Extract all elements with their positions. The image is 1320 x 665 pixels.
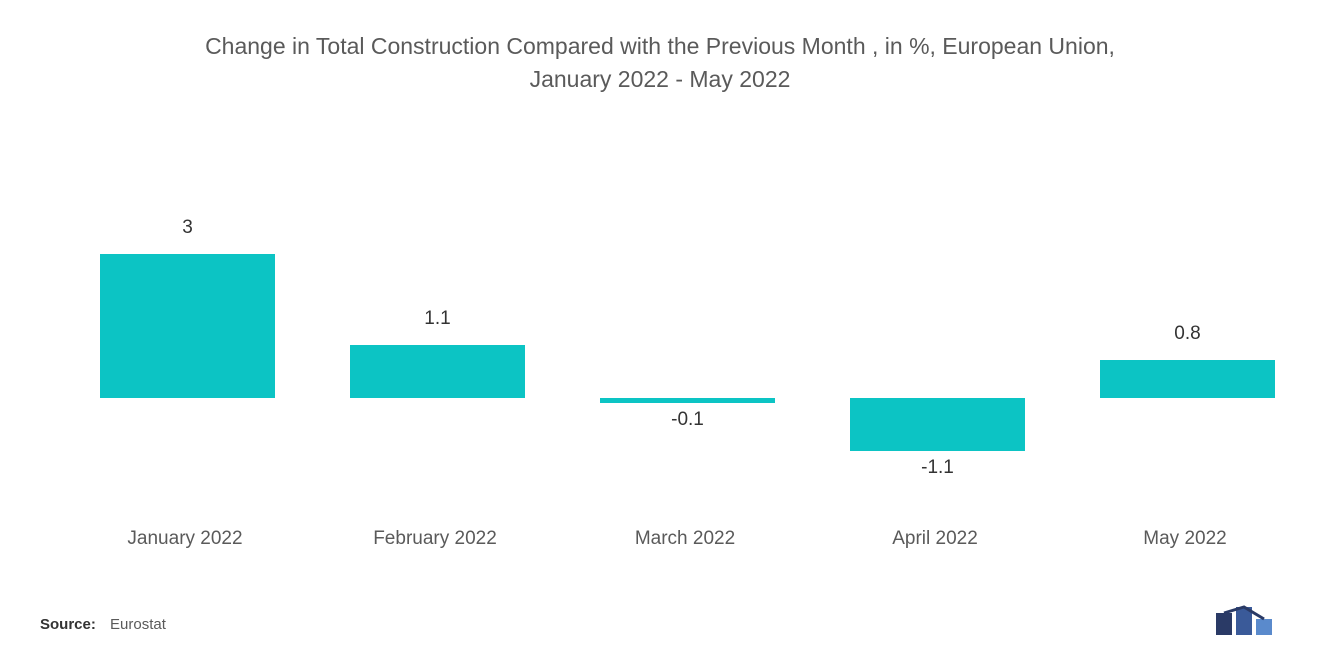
bar	[350, 345, 525, 398]
chart-title: Change in Total Construction Compared wi…	[0, 0, 1320, 97]
chart-title-line1: Change in Total Construction Compared wi…	[80, 30, 1240, 63]
bar	[1100, 360, 1275, 398]
bar-slot: -1.1	[850, 150, 1025, 520]
bar	[600, 398, 775, 403]
bar	[100, 254, 275, 398]
source-value: Eurostat	[110, 616, 166, 633]
bar-value-label: -1.1	[850, 457, 1025, 479]
bar-value-label: -0.1	[600, 409, 775, 431]
bar-slot: 1.1	[350, 150, 525, 520]
chart-source: Source: Eurostat	[40, 616, 166, 633]
bar-slot: 3	[100, 150, 275, 520]
chart-container: Change in Total Construction Compared wi…	[0, 0, 1320, 665]
x-axis-label: January 2022	[95, 528, 275, 550]
chart-plot-area: 31.1-0.1-1.10.8	[70, 150, 1250, 520]
x-axis-label: February 2022	[345, 528, 525, 550]
bar-slot: 0.8	[1100, 150, 1275, 520]
bar-value-label: 0.8	[1100, 323, 1275, 345]
bar-value-label: 3	[100, 217, 275, 239]
chart-title-line2: January 2022 - May 2022	[80, 63, 1240, 96]
x-axis-label: March 2022	[595, 528, 775, 550]
x-axis-label: May 2022	[1095, 528, 1275, 550]
source-label: Source:	[40, 616, 96, 633]
bar-value-label: 1.1	[350, 308, 525, 330]
x-axis-label: April 2022	[845, 528, 1025, 550]
bar-slot: -0.1	[600, 150, 775, 520]
mordor-logo-icon	[1216, 603, 1280, 635]
bar	[850, 398, 1025, 451]
